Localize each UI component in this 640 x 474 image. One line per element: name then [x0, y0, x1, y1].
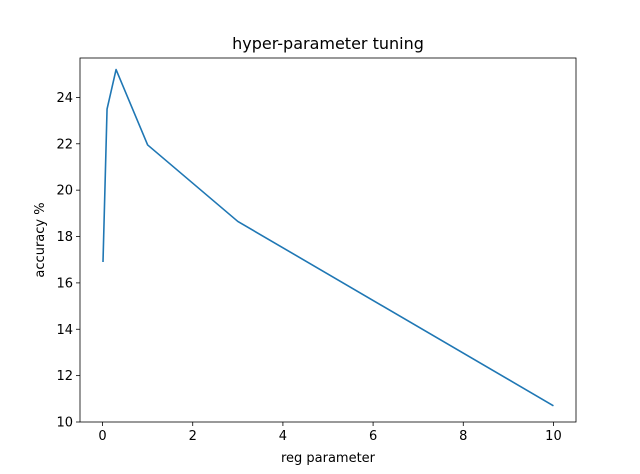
y-axis-label: accuracy %: [33, 202, 48, 277]
y-axis-ticks: 10 12 14 16 18 20 22 24: [56, 91, 80, 431]
x-tick-label: 8: [459, 429, 467, 444]
y-tick-label: 14: [56, 323, 73, 338]
x-tick-label: 10: [545, 429, 562, 444]
y-tick-label: 12: [56, 369, 73, 384]
x-tick-label: 2: [189, 429, 197, 444]
y-tick-label: 16: [56, 276, 73, 291]
y-tick-label: 22: [56, 137, 73, 152]
x-tick-label: 0: [98, 429, 106, 444]
series-layer: [102, 68, 554, 407]
y-tick-label: 20: [56, 184, 73, 199]
plot-area: [79, 57, 577, 423]
series-line-0: [102, 68, 554, 407]
y-tick-label: 10: [56, 416, 73, 431]
axes-frame: [79, 57, 577, 423]
x-axis-ticks: 0 2 4 6 8 10: [98, 422, 562, 444]
chart-title: hyper-parameter tuning: [232, 34, 424, 53]
y-tick-label: 18: [56, 230, 73, 245]
x-axis-label: reg parameter: [281, 451, 376, 466]
x-tick-label: 4: [279, 429, 287, 444]
y-tick-label: 24: [56, 91, 73, 106]
x-tick-label: 6: [369, 429, 377, 444]
